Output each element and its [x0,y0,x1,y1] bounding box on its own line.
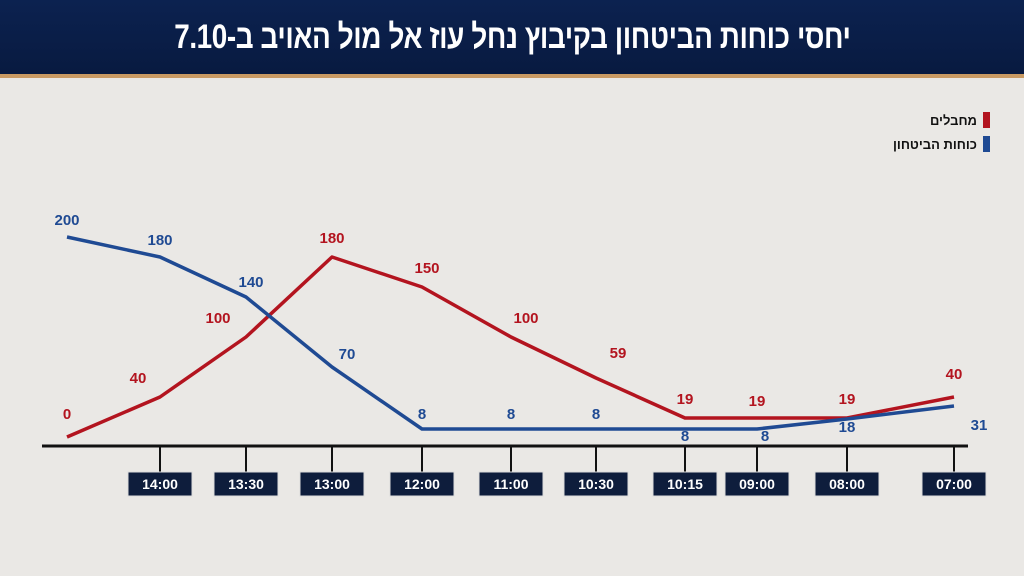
x-tick-label: 13:00 [314,476,350,492]
series-line-security-forces [66,235,955,431]
data-label: 200 [54,212,79,229]
legend-swatch-red [983,112,990,128]
series-line-terrorists [66,255,955,439]
x-tick-box [213,471,279,497]
data-label: 100 [205,310,230,327]
x-tick-label: 12:00 [404,476,440,492]
legend-item-security-forces: כוחות הביטחון [893,136,990,152]
x-tick-box [127,471,193,497]
data-label: 8 [418,406,426,423]
data-label: 19 [749,393,766,410]
x-tick-label: 13:30 [228,476,264,492]
data-label: 8 [681,428,689,445]
legend-item-terrorists: מחבלים [893,112,990,128]
title-bar: יחסי כוחות הביטחון בקיבוץ נחל עוז אל מול… [0,0,1024,78]
data-label: 0 [63,406,71,423]
x-tick-box [389,471,455,497]
data-label: 18 [839,419,856,436]
x-tick-label: 08:00 [829,476,865,492]
x-tick-box [724,471,790,497]
x-tick-box [814,471,880,497]
data-label: 59 [610,345,627,362]
data-label: 19 [677,391,694,408]
x-tick-box [478,471,544,497]
data-label: 8 [507,406,515,423]
data-label: 180 [147,232,172,249]
chart-title: יחסי כוחות הביטחון בקיבוץ נחל עוז אל מול… [173,17,851,56]
data-label: 150 [414,260,439,277]
data-label: 8 [761,428,769,445]
legend-label: כוחות הביטחון [892,136,977,152]
x-tick-label: 07:00 [936,476,972,492]
x-tick-box [921,471,987,497]
x-tick-box [299,471,365,497]
legend-swatch-blue [983,136,990,152]
data-label: 31 [971,417,988,434]
data-label: 8 [592,406,600,423]
data-label: 140 [238,274,263,291]
data-label: 100 [513,310,538,327]
x-tick-label: 09:00 [739,476,775,492]
x-tick-label: 14:00 [142,476,178,492]
data-label: 40 [946,366,963,383]
data-label: 70 [339,346,356,363]
x-tick-label: 10:30 [578,476,614,492]
legend-label: מחבלים [929,112,977,128]
legend: מחבלים כוחות הביטחון [893,112,990,160]
x-tick-box [563,471,629,497]
data-label: 180 [319,230,344,247]
data-label: 40 [130,370,147,387]
x-tick-label: 11:00 [493,476,528,492]
data-label: 19 [839,391,856,408]
x-tick-label: 10:15 [667,476,703,492]
x-tick-box [652,471,718,497]
